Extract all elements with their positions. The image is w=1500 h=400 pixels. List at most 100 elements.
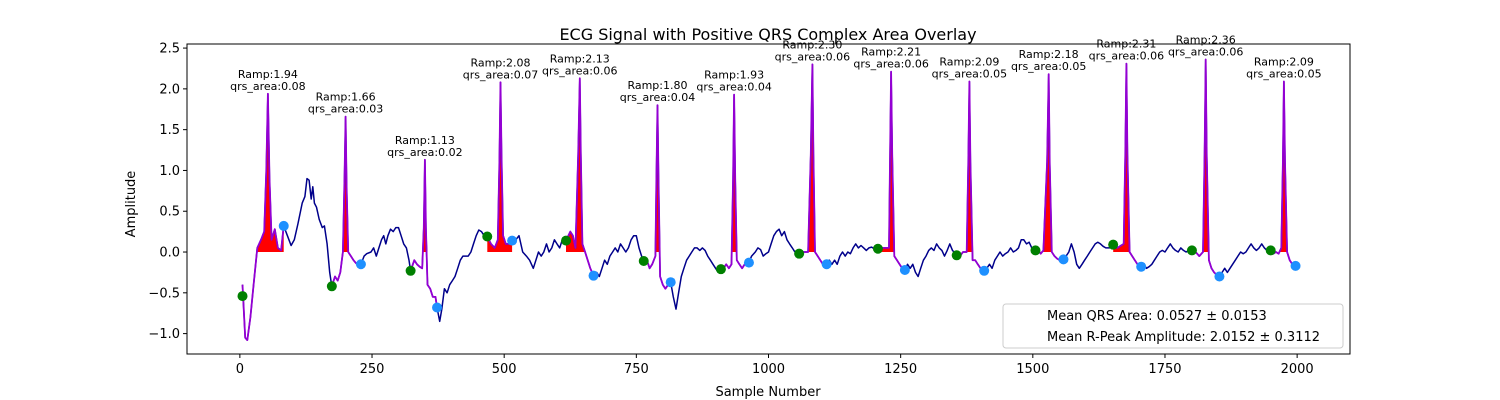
- offset-marker-3: [432, 302, 443, 313]
- legend-entry-r-peak: Mean R-Peak Amplitude: 2.0152 ± 0.3112: [1047, 330, 1320, 345]
- onset-marker-3: [405, 265, 416, 276]
- y-tick-label: 0.0: [159, 246, 180, 261]
- x-axis: 0 250 500 750 1000 1250 1500 1750 2000: [236, 354, 1314, 377]
- qrs-area-fill-9: [877, 71, 905, 252]
- qrs-area-fill-13: [1191, 59, 1220, 252]
- offset-marker-9: [899, 264, 910, 275]
- qrs-area-label-8: qrs_area:0.06: [775, 50, 850, 63]
- qrs-segment-5: [565, 77, 595, 277]
- onset-marker-6: [638, 256, 649, 266]
- onset-marker-14: [1265, 245, 1276, 256]
- x-tick-label: 2000: [1281, 362, 1314, 377]
- offset-marker-7: [743, 257, 754, 268]
- qrs-segment-4: [486, 81, 513, 249]
- y-tick-label: 2.0: [159, 82, 180, 97]
- qrs-area-label-11: qrs_area:0.05: [1011, 60, 1086, 73]
- ramp-label-13: Ramp:2.36: [1176, 34, 1236, 47]
- ramp-label-10: Ramp:2.09: [939, 56, 999, 69]
- ramp-label-2: Ramp:1.66: [316, 91, 376, 104]
- ramp-label-3: Ramp:1.13: [395, 134, 455, 147]
- ecg-signal-line: [241, 58, 1296, 341]
- qrs-segment-1: [241, 92, 285, 341]
- legend-box: [1002, 303, 1344, 349]
- qrs-area-label-1: qrs_area:0.08: [230, 80, 305, 93]
- qrs-area-label-4: qrs_area:0.07: [463, 68, 538, 81]
- qrs-area-label-2: qrs_area:0.03: [308, 103, 383, 116]
- qrs-segment-13: [1191, 58, 1220, 278]
- offset-marker-4: [507, 235, 518, 246]
- onset-marker-13: [1186, 245, 1197, 256]
- onset-marker-1: [237, 291, 248, 302]
- qrs-segment-12: [1112, 62, 1142, 268]
- onset-marker-8: [794, 248, 805, 259]
- y-tick-label: 0.5: [159, 205, 180, 220]
- qrs-segment-11: [1035, 73, 1064, 262]
- ramp-label-5: Ramp:2.13: [550, 52, 610, 65]
- qrs-area-fill-8: [804, 64, 827, 253]
- legend-entry-qrs-area: Mean QRS Area: 0.0527 ± 0.0153: [1047, 309, 1267, 324]
- onset-marker-11: [1030, 245, 1041, 256]
- ramp-label-1: Ramp:1.94: [238, 68, 298, 81]
- qrs-segment-9: [877, 70, 906, 271]
- qrs-area-fill-5: [566, 78, 594, 252]
- qrs-area-fill-6: [653, 105, 671, 252]
- x-tick-label: 1250: [884, 362, 917, 377]
- chart-title: ECG Signal with Positive QRS Complex Are…: [559, 25, 976, 44]
- qrs-segment-8: [798, 63, 827, 266]
- offset-marker-12: [1136, 261, 1147, 272]
- onset-marker-4: [482, 231, 493, 242]
- ramp-label-6: Ramp:1.80: [627, 79, 687, 92]
- y-tick-label: 2.5: [159, 42, 180, 57]
- offset-marker-10: [979, 265, 990, 276]
- x-tick-label: 250: [360, 362, 385, 377]
- x-tick-label: 1500: [1016, 362, 1049, 377]
- offset-marker-6: [665, 277, 676, 288]
- qrs-segment-14: [1269, 80, 1297, 267]
- y-tick-label: −0.5: [148, 286, 180, 301]
- qrs-segment-6: [643, 104, 672, 290]
- x-tick-label: 500: [492, 362, 517, 377]
- onset-marker-9: [872, 243, 883, 254]
- y-tick-label: 1.0: [159, 164, 180, 179]
- qrs-area-label-13: qrs_area:0.06: [1168, 46, 1243, 59]
- offset-marker-13: [1214, 271, 1225, 282]
- onset-marker-5: [561, 235, 572, 246]
- onset-marker-2: [326, 281, 337, 292]
- x-tick-label: 1000: [752, 362, 785, 377]
- y-axis-label: Amplitude: [124, 171, 139, 238]
- x-tick-label: 1750: [1148, 362, 1181, 377]
- onset-marker-10: [951, 250, 962, 261]
- plot-area: Ramp:1.94qrs_area:0.08Ramp:1.66qrs_area:…: [230, 34, 1322, 341]
- legend: Mean QRS Area: 0.0527 ± 0.0153 Mean R-Pe…: [1002, 303, 1344, 349]
- qrs-area-label-7: qrs_area:0.04: [696, 81, 771, 94]
- x-tick-label: 750: [624, 362, 649, 377]
- y-axis: −1.0 −0.5 0.0 0.5 1.0 1.5 2.0 2.5: [148, 42, 187, 342]
- qrs-area-label-10: qrs_area:0.05: [932, 68, 1007, 81]
- offset-marker-14: [1290, 260, 1301, 271]
- offset-marker-11: [1058, 254, 1069, 265]
- qrs-area-label-3: qrs_area:0.02: [387, 146, 462, 159]
- qrs-area-label-14: qrs_area:0.05: [1246, 68, 1321, 81]
- offset-marker-1: [278, 220, 289, 231]
- qrs-area-label-9: qrs_area:0.06: [853, 58, 928, 71]
- y-tick-label: −1.0: [148, 327, 180, 342]
- onset-marker-12: [1108, 239, 1119, 250]
- qrs-segment-2: [330, 115, 361, 287]
- offset-marker-5: [588, 270, 599, 281]
- offset-marker-8: [821, 259, 832, 270]
- qrs-area-label-5: qrs_area:0.06: [542, 64, 617, 77]
- ramp-label-4: Ramp:2.08: [470, 56, 530, 69]
- offset-marker-2: [355, 259, 366, 270]
- qrs-segment-7: [720, 93, 750, 271]
- ramp-label-7: Ramp:1.93: [704, 69, 764, 82]
- qrs-area-label-12: qrs_area:0.06: [1089, 50, 1164, 63]
- ramp-label-9: Ramp:2.21: [861, 46, 921, 59]
- ramp-label-14: Ramp:2.09: [1254, 56, 1314, 69]
- x-tick-label: 0: [236, 362, 244, 377]
- x-axis-label: Sample Number: [715, 385, 821, 400]
- onset-marker-7: [715, 264, 726, 275]
- ramp-label-11: Ramp:2.18: [1019, 48, 1079, 61]
- ramp-label-8: Ramp:2.30: [782, 38, 842, 51]
- y-tick-label: 1.5: [159, 123, 180, 138]
